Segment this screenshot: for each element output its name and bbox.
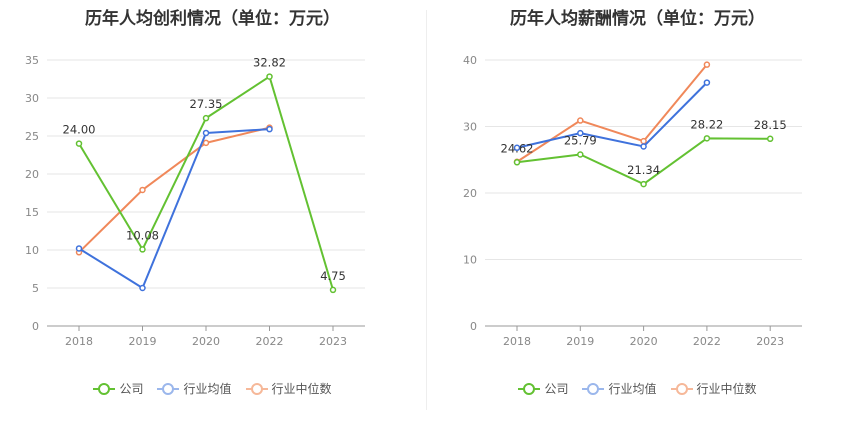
legend-swatch-icon [157, 382, 180, 395]
data-label: 24.62 [501, 141, 534, 155]
y-tick-label: 20 [25, 168, 39, 181]
legend-label: 行业均值 [183, 382, 232, 396]
y-tick-label: 25 [25, 130, 39, 143]
y-tick-label: 10 [463, 254, 477, 267]
data-point[interactable] [266, 73, 273, 80]
data-point[interactable] [202, 139, 210, 147]
legend: 公司 行业均值 行业中位数 [0, 380, 425, 397]
legend-label: 行业中位数 [696, 382, 757, 396]
y-tick-label: 40 [463, 54, 477, 67]
y-tick-label: 0 [32, 320, 39, 333]
data-point[interactable] [640, 143, 647, 150]
data-label: 27.35 [190, 97, 223, 111]
data-point[interactable] [577, 129, 584, 137]
y-tick-label: 30 [25, 92, 39, 105]
x-tick-label: 2018 [503, 335, 531, 348]
series-line-2 [78, 126, 270, 253]
y-tick-label: 5 [32, 282, 39, 295]
legend-swatch-icon [245, 382, 268, 395]
data-point[interactable] [640, 180, 647, 188]
panel-divider [426, 10, 427, 410]
legend-item-company[interactable]: 公司 [93, 380, 143, 397]
legend-swatch-icon [93, 382, 116, 395]
series-line-1 [78, 128, 270, 289]
legend-swatch-icon [582, 382, 605, 395]
x-tick-label: 2020 [630, 335, 658, 348]
data-point[interactable] [202, 129, 210, 137]
data-point[interactable] [139, 186, 146, 194]
x-tick-label: 2020 [192, 335, 220, 348]
data-point[interactable] [703, 135, 711, 142]
plot-area: 0 10 20 30 40 2018 2019 2020 2022 2023 24.62 25.79 2… [463, 54, 802, 348]
data-point[interactable] [577, 117, 584, 124]
legend: 公司 行业均值 行业中位数 [425, 380, 850, 397]
series-line-2 [516, 64, 708, 163]
data-label: 28.15 [754, 118, 787, 132]
x-tick-label: 2018 [65, 335, 93, 348]
x-tick-label: 2019 [129, 335, 157, 348]
data-point[interactable] [75, 245, 83, 252]
data-point[interactable] [513, 144, 521, 152]
data-label: 24.00 [63, 123, 96, 137]
legend-label: 公司 [119, 382, 144, 396]
data-point[interactable] [139, 284, 146, 292]
y-tick-label: 10 [25, 244, 39, 257]
data-point[interactable] [577, 151, 584, 158]
data-label: 25.79 [564, 133, 597, 147]
series-line-1 [516, 81, 708, 149]
plot-area: 0 5 10 15 20 25 30 35 2018 2019 2020 2022 2023 24.00 1… [25, 54, 365, 348]
y-tick-label: 35 [25, 54, 39, 67]
y-tick-label: 30 [463, 121, 477, 134]
data-point[interactable] [202, 114, 210, 122]
legend-item-industry-median[interactable]: 行业中位数 [670, 380, 757, 397]
data-point[interactable] [703, 79, 711, 86]
chart-title: 历年人均薪酬情况（单位：万元） [510, 9, 765, 29]
legend-swatch-icon [518, 382, 541, 395]
chart-panel-profit: 历年人均创利情况（单位：万元） 0 5 10 15 20 25 30 35 2018 2019 20… [0, 9, 425, 397]
x-tick-label: 2023 [756, 335, 784, 348]
x-tick-label: 2019 [566, 335, 594, 348]
x-tick-label: 2022 [693, 335, 721, 348]
data-point[interactable] [266, 125, 273, 133]
y-tick-label: 15 [25, 206, 39, 219]
data-label: 21.34 [627, 163, 660, 177]
data-label: 32.82 [253, 56, 286, 70]
y-tick-label: 20 [463, 187, 477, 200]
legend-item-industry-median[interactable]: 行业中位数 [245, 380, 332, 397]
data-label: 4.75 [320, 269, 346, 283]
data-point[interactable] [75, 140, 83, 147]
data-point[interactable] [640, 137, 647, 145]
data-label: 28.22 [690, 117, 723, 131]
legend-label: 公司 [544, 382, 569, 396]
legend-item-industry-mean[interactable]: 行业均值 [157, 380, 232, 397]
data-point[interactable] [139, 246, 146, 253]
data-label: 10.08 [126, 228, 159, 242]
profit-chart-plot: 0 5 10 15 20 25 30 35 2018 2019 2020 2022 2023 24.00 1… [25, 54, 365, 348]
chart-panel-salary: 历年人均薪酬情况（单位：万元） 0 10 20 30 40 2018 2019 2020 202… [425, 0, 850, 437]
y-tick-label: 0 [470, 320, 477, 333]
legend-item-industry-mean[interactable]: 行业均值 [582, 380, 657, 397]
legend-item-company[interactable]: 公司 [518, 380, 568, 397]
data-point[interactable] [703, 61, 711, 68]
salary-chart-plot: 0 10 20 30 40 2018 2019 2020 2022 2023 24.62 25.79 2… [463, 54, 802, 348]
x-tick-label: 2023 [319, 335, 347, 348]
data-point[interactable] [513, 159, 521, 166]
data-point[interactable] [329, 286, 337, 294]
chart-title: 历年人均创利情况（单位：万元） [85, 9, 340, 29]
legend-label: 行业均值 [608, 382, 657, 396]
legend-swatch-icon [670, 382, 693, 395]
legend-label: 行业中位数 [271, 382, 332, 396]
data-point[interactable] [766, 135, 774, 143]
x-tick-label: 2022 [256, 335, 284, 348]
